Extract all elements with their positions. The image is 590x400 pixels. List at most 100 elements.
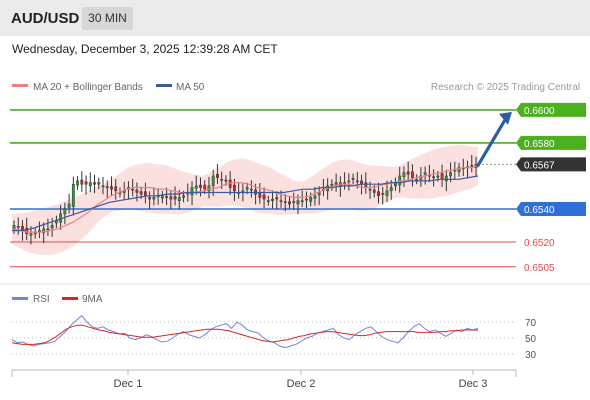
candle bbox=[271, 190, 274, 209]
candle bbox=[262, 187, 266, 208]
candle bbox=[67, 193, 71, 214]
candle-body bbox=[385, 190, 389, 197]
candle bbox=[258, 183, 262, 204]
candle-body bbox=[232, 184, 236, 192]
candle-body bbox=[148, 197, 152, 200]
candle-body bbox=[389, 187, 393, 192]
candle-body bbox=[258, 193, 262, 198]
price-tag-resistance: 0.6600 bbox=[516, 102, 586, 117]
candle-body bbox=[283, 201, 287, 203]
candle bbox=[411, 164, 414, 187]
candle-body bbox=[199, 184, 202, 188]
candle-body bbox=[173, 196, 177, 200]
candle bbox=[415, 174, 419, 185]
candle bbox=[169, 190, 173, 210]
ma20-line bbox=[11, 165, 479, 233]
candle-body bbox=[309, 197, 313, 202]
candle bbox=[203, 180, 207, 195]
candle bbox=[50, 217, 54, 237]
candle bbox=[283, 193, 287, 212]
candle bbox=[300, 190, 304, 208]
candle bbox=[76, 175, 79, 190]
candle bbox=[105, 180, 109, 198]
x-axis: Dec 1 Dec 2 Dec 3 bbox=[11, 370, 517, 390]
candle bbox=[432, 169, 436, 187]
candle bbox=[334, 173, 338, 192]
symbol-title: AUD/USD bbox=[11, 10, 80, 27]
candle-body bbox=[177, 197, 181, 201]
candle bbox=[470, 154, 474, 173]
candle bbox=[347, 173, 351, 191]
rsi-ma-legend-swatch bbox=[62, 297, 78, 300]
candle-body bbox=[203, 184, 207, 190]
candle bbox=[16, 217, 20, 235]
candle bbox=[63, 202, 67, 225]
candle-body bbox=[97, 182, 101, 185]
candle bbox=[288, 196, 291, 209]
price-tag-pivot: 0.6540 bbox=[516, 201, 586, 216]
candle-body bbox=[457, 167, 461, 173]
price-tag-text: 0.6600 bbox=[524, 106, 555, 117]
candle bbox=[84, 175, 88, 195]
price-chart: 0.6600 0.6580 0.6567 0.6540 0.6520 0.6505 bbox=[10, 102, 586, 274]
rsi-chart: 70 50 30 bbox=[11, 314, 537, 361]
bb-legend-swatch bbox=[12, 84, 28, 87]
candle-body bbox=[305, 198, 308, 201]
candle-body bbox=[300, 200, 304, 202]
rsi-ma-legend-label: 9MA bbox=[82, 294, 103, 305]
rsi-tick-label: 30 bbox=[525, 350, 537, 361]
candle bbox=[249, 180, 253, 198]
price-tag-text: 0.6540 bbox=[524, 205, 555, 216]
candle bbox=[190, 181, 194, 206]
candle bbox=[110, 176, 113, 196]
price-tag-text: 0.6580 bbox=[524, 139, 555, 150]
candle-body bbox=[440, 173, 444, 180]
x-tick-label: Dec 2 bbox=[287, 378, 316, 390]
candle-body bbox=[143, 191, 147, 197]
candle-body bbox=[105, 186, 109, 188]
candle-body bbox=[50, 225, 54, 229]
ma50-line bbox=[12, 175, 479, 232]
candle bbox=[381, 187, 385, 205]
candle-body bbox=[334, 182, 338, 185]
candle-body bbox=[288, 201, 291, 205]
candle-body bbox=[381, 193, 385, 195]
candle bbox=[42, 222, 46, 244]
candle-body bbox=[271, 198, 274, 201]
candle-body bbox=[449, 172, 452, 177]
candle-body bbox=[296, 200, 300, 205]
header-bar: AUD/USD 30 MIN bbox=[0, 0, 590, 36]
rsi-legend-label: RSI bbox=[33, 294, 50, 305]
candle-body bbox=[207, 185, 211, 192]
candle-body bbox=[12, 225, 16, 230]
candle-body bbox=[101, 185, 105, 188]
candle bbox=[199, 177, 202, 197]
ma50-legend-label: MA 50 bbox=[176, 82, 205, 93]
candle-body bbox=[317, 192, 321, 196]
candle-body bbox=[470, 164, 474, 167]
candle-body bbox=[220, 179, 224, 181]
x-tick-label: Dec 3 bbox=[459, 378, 488, 390]
price-tag-last_price: 0.6567 bbox=[516, 157, 586, 172]
timeframe-badge[interactable]: 30 MIN bbox=[82, 7, 133, 30]
candle-body bbox=[152, 197, 156, 200]
price-tag-resistance: 0.6580 bbox=[516, 135, 586, 150]
candle-body bbox=[42, 228, 46, 234]
candle-body bbox=[249, 188, 253, 191]
candle-body bbox=[80, 179, 84, 185]
candle bbox=[160, 190, 164, 204]
candle bbox=[114, 179, 118, 200]
price-tag-shape bbox=[516, 157, 586, 172]
candle bbox=[313, 186, 317, 206]
candle-body bbox=[355, 180, 359, 183]
candle-body bbox=[131, 188, 135, 191]
candle-body bbox=[245, 187, 249, 190]
candle-body bbox=[194, 185, 198, 189]
timestamp-text: Wednesday, December 3, 2025 12:39:28 AM … bbox=[12, 42, 278, 56]
candle-body bbox=[110, 186, 113, 190]
candle bbox=[148, 191, 152, 210]
candle bbox=[275, 191, 279, 210]
candle-body bbox=[76, 180, 79, 186]
